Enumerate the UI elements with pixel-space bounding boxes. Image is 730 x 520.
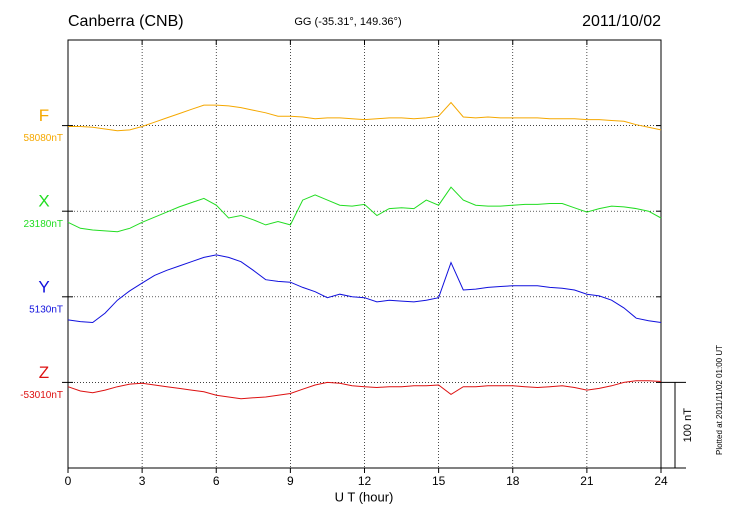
series-name: Y	[38, 277, 49, 296]
baseline-label: 5130nT	[29, 304, 63, 315]
plot-note: Plotted at 2011/11/02 01:00 UT	[715, 345, 724, 455]
x-tick-label: 24	[654, 474, 668, 488]
scale-bar-label: 100 nT	[682, 408, 694, 443]
chart-date: 2011/10/02	[582, 13, 661, 30]
x-tick-label: 18	[506, 474, 520, 488]
x-tick-label: 9	[287, 474, 294, 488]
x-axis-label: U T (hour)	[335, 489, 394, 504]
baseline-label: 58080nT	[24, 133, 63, 144]
series-line	[67, 186, 662, 233]
series-name: X	[38, 192, 49, 211]
chart-title: Canberra (CNB)	[68, 13, 184, 30]
x-tick-label: 15	[432, 474, 446, 488]
x-tick-label: 0	[65, 474, 72, 488]
baseline-label: 23180nT	[24, 219, 63, 230]
chart-subtitle: GG (-35.31°, 149.36°)	[294, 16, 401, 28]
x-tick-label: 21	[580, 474, 594, 488]
baseline-label: -53010nT	[20, 390, 63, 401]
series-line	[68, 101, 662, 132]
series-line	[67, 254, 662, 324]
x-tick-label: 12	[358, 474, 372, 488]
series-name: Z	[39, 363, 49, 382]
series-name: F	[39, 106, 49, 125]
x-tick-label: 6	[213, 474, 220, 488]
x-tick-label: 3	[139, 474, 146, 488]
series-line	[67, 380, 662, 400]
